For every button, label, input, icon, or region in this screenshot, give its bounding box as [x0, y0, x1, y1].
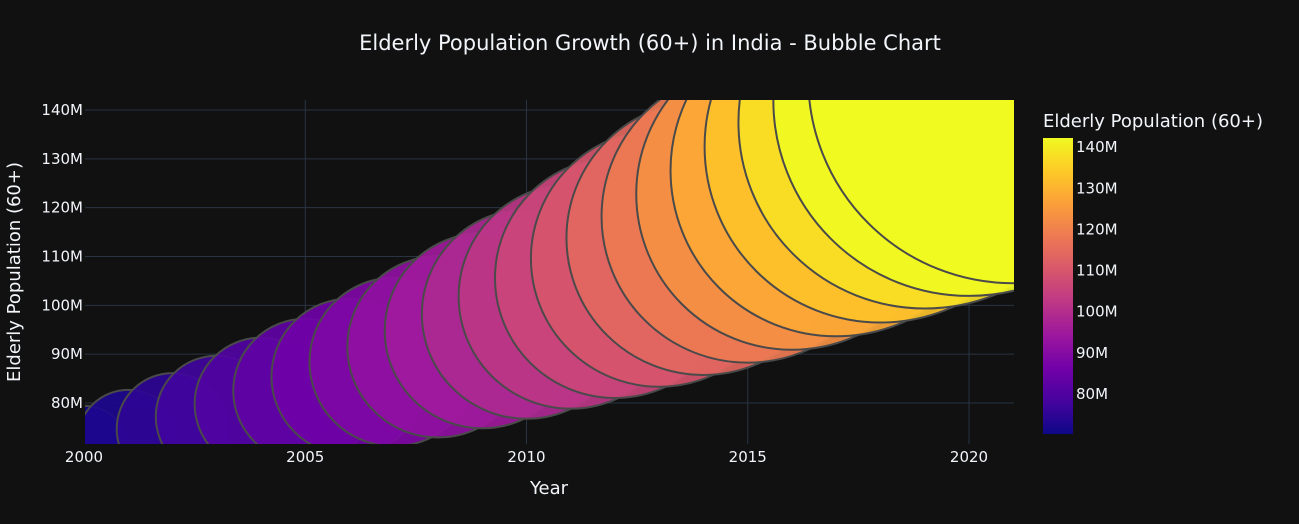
x-tick-labels: 2000 2005 2010 2015 2020	[65, 448, 988, 466]
colorbar-tick-label: 140M	[1076, 138, 1118, 156]
colorbar-tick-label: 130M	[1076, 179, 1118, 197]
colorbar-tick-labels: 80M 90M 100M 110M 120M 130M 140M	[1076, 138, 1118, 403]
y-tick-labels: 80M 90M 100M 110M 120M 130M 140M	[41, 101, 83, 412]
y-tick-label: 100M	[41, 296, 83, 314]
y-tick-label: 90M	[51, 345, 83, 363]
bubble-layer	[85, 0, 1218, 444]
colorbar-tick-label: 110M	[1076, 262, 1118, 280]
colorbar-tick-label: 100M	[1076, 303, 1118, 321]
colorbar-tick-label: 80M	[1076, 385, 1108, 403]
x-tick-label: 2010	[507, 448, 545, 466]
y-tick-label: 110M	[41, 248, 83, 266]
bubble-point[interactable]	[808, 0, 1218, 285]
y-tick-label: 80M	[51, 394, 83, 412]
y-tick-label: 130M	[41, 150, 83, 168]
chart-title: Elderly Population Growth (60+) in India…	[359, 31, 941, 55]
x-tick-label: 2005	[286, 448, 324, 466]
colorbar-tick-label: 90M	[1076, 344, 1108, 362]
colorbar-tick-label: 120M	[1076, 220, 1118, 238]
y-tick-label: 140M	[41, 101, 83, 119]
colorbar: Elderly Population (60+) 80M 90M 100M 110M 1…	[1043, 111, 1263, 434]
colorbar-gradient	[1043, 138, 1073, 434]
colorbar-title: Elderly Population (60+)	[1043, 111, 1263, 132]
y-axis-title: Elderly Population (60+)	[4, 162, 25, 382]
x-tick-label: 2015	[729, 448, 767, 466]
x-tick-label: 2020	[950, 448, 988, 466]
x-tick-label: 2000	[65, 448, 103, 466]
x-axis-title: Year	[529, 478, 569, 499]
y-tick-label: 120M	[41, 199, 83, 217]
